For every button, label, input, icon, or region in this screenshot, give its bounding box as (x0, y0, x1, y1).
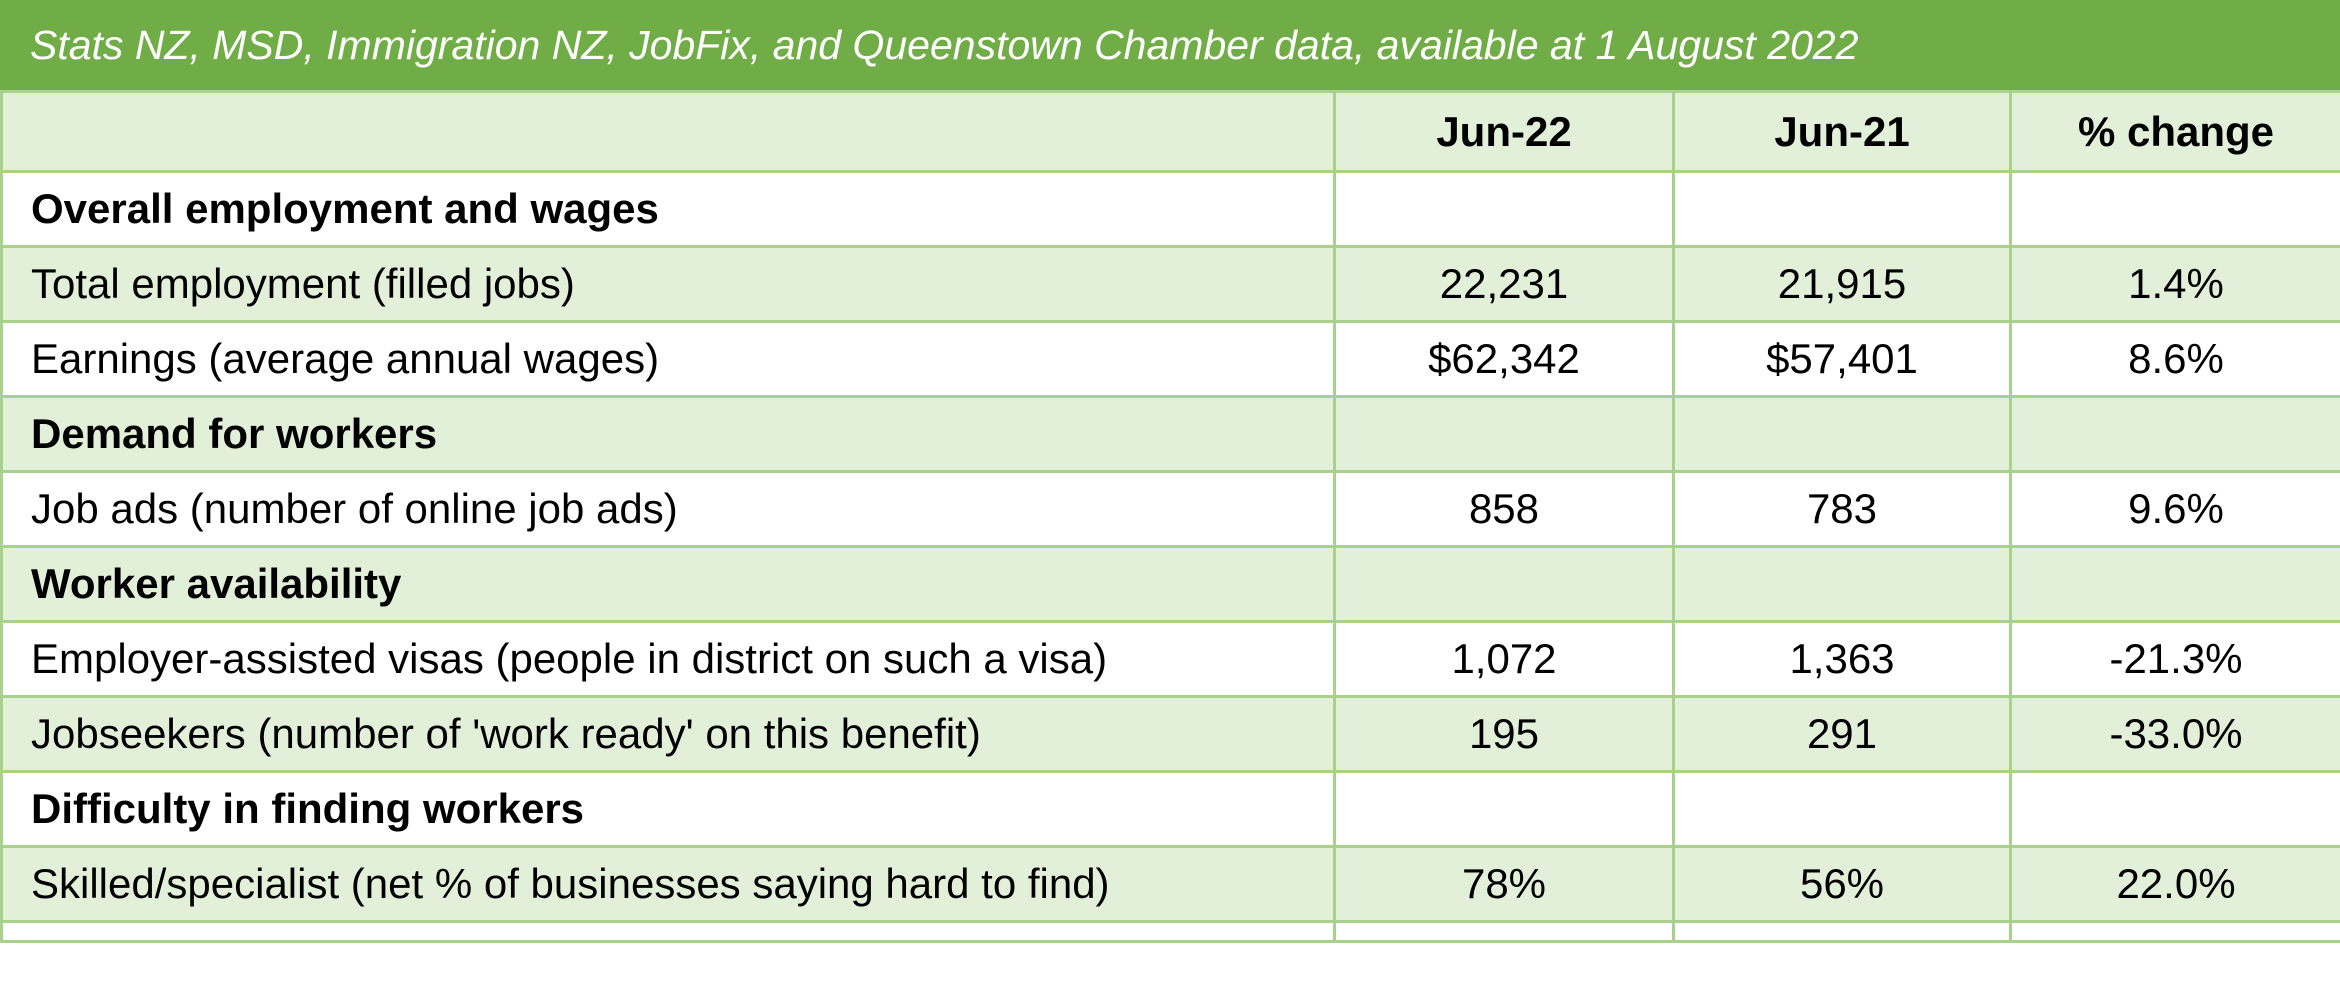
partial-row (0, 920, 2340, 943)
row-label: Jobseekers (number of 'work ready' on th… (0, 695, 1336, 773)
data-table: Jun-22 Jun-21% change Overall employment a… (0, 90, 2340, 943)
row-label: Skilled/specialist (net % of businesses … (0, 845, 1336, 923)
empty-cell (1333, 770, 1675, 848)
empty-cell (1333, 545, 1675, 623)
section-label: Worker availability (0, 545, 1336, 623)
value-cell: 8.6% (2009, 320, 2340, 398)
value-cell: 291 (1672, 695, 2012, 773)
data-row: Employer-assisted visas (people in distr… (0, 620, 2340, 698)
data-row: Earnings (average annual wages) $62,342 $5… (0, 320, 2340, 398)
value-cell: -33.0% (2009, 695, 2340, 773)
empty-cell (1672, 545, 2012, 623)
value-cell: 56% (1672, 845, 2012, 923)
empty-cell (1672, 920, 2012, 943)
column-header: Jun-22 (1333, 90, 1675, 173)
value-cell: 195 (1333, 695, 1675, 773)
section-row: Demand for workers (0, 395, 2340, 473)
value-cell: 21,915 (1672, 245, 2012, 323)
section-label: Overall employment and wages (0, 170, 1336, 248)
data-row: Job ads (number of online job ads) 858 783… (0, 470, 2340, 548)
column-header: % change (2009, 90, 2340, 173)
data-row: Jobseekers (number of 'work ready' on th… (0, 695, 2340, 773)
value-cell: 22.0% (2009, 845, 2340, 923)
value-cell: 1,363 (1672, 620, 2012, 698)
value-cell: 858 (1333, 470, 1675, 548)
empty-cell (1672, 770, 2012, 848)
empty-cell (1672, 395, 2012, 473)
header-cell (0, 90, 1336, 173)
value-cell: -21.3% (2009, 620, 2340, 698)
empty-cell (1333, 170, 1675, 248)
section-row: Difficulty in finding workers (0, 770, 2340, 848)
empty-cell (2009, 170, 2340, 248)
value-cell: $57,401 (1672, 320, 2012, 398)
row-label: Total employment (filled jobs) (0, 245, 1336, 323)
value-cell: 1.4% (2009, 245, 2340, 323)
data-row: Skilled/specialist (net % of businesses … (0, 845, 2340, 923)
row-label: Job ads (number of online job ads) (0, 470, 1336, 548)
section-label: Difficulty in finding workers (0, 770, 1336, 848)
row-label: Employer-assisted visas (people in distr… (0, 620, 1336, 698)
value-cell: 9.6% (2009, 470, 2340, 548)
table-body: Jun-22 Jun-21% change Overall employment a… (0, 90, 2340, 943)
empty-cell (1333, 920, 1675, 943)
row-label: Earnings (average annual wages) (0, 320, 1336, 398)
empty-cell (2009, 545, 2340, 623)
title-bar: Stats NZ, MSD, Immigration NZ, JobFix, a… (0, 0, 2340, 90)
empty-cell (2009, 920, 2340, 943)
value-cell: 783 (1672, 470, 2012, 548)
empty-cell (2009, 395, 2340, 473)
value-cell: 78% (1333, 845, 1675, 923)
section-row: Worker availability (0, 545, 2340, 623)
value-cell: 22,231 (1333, 245, 1675, 323)
empty-cell (1672, 170, 2012, 248)
empty-cell (1333, 395, 1675, 473)
section-label: Demand for workers (0, 395, 1336, 473)
column-header: Jun-21 (1672, 90, 2012, 173)
header-row: Jun-22 Jun-21% change (0, 90, 2340, 173)
data-row: Total employment (filled jobs) 22,231 21,9… (0, 245, 2340, 323)
value-cell: 1,072 (1333, 620, 1675, 698)
empty-cell (0, 920, 1336, 943)
value-cell: $62,342 (1333, 320, 1675, 398)
section-row: Overall employment and wages (0, 170, 2340, 248)
empty-cell (2009, 770, 2340, 848)
